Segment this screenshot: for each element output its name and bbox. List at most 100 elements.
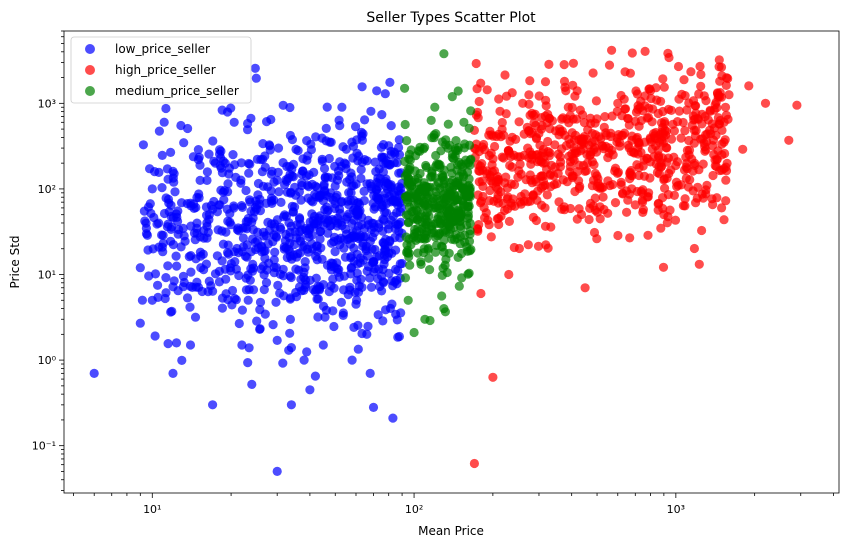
scatter-point [168,368,178,378]
scatter-point [268,237,278,247]
y-axis-label: Price Std [8,235,22,288]
scatter-point [437,291,447,301]
scatter-point [465,246,475,256]
scatter-point [287,135,297,145]
scatter-point [154,218,164,228]
scatter-point [589,227,600,238]
scatter-point [335,208,345,219]
scatter-point [715,88,725,98]
scatter-point [518,98,528,108]
scatter-point [617,111,627,121]
scatter-point [246,264,256,274]
scatter-point [173,229,183,239]
scatter-point [632,132,643,143]
scatter-point [268,320,278,330]
scatter-point [551,126,561,136]
scatter-point [363,321,373,331]
scatter-point [439,247,449,257]
scatter-point [515,197,525,207]
scatter-point [302,347,312,357]
legend: low_price_seller high_price_seller mediu… [70,36,252,104]
scatter-point [357,82,367,92]
scatter-point [255,297,266,307]
scatter-point [371,167,381,177]
scatter-point [416,259,426,269]
scatter-point [396,308,406,318]
scatter-point [273,280,283,290]
scatter-point [463,158,474,168]
scatter-point [273,143,284,153]
scatter-point [186,267,196,277]
scatter-point [229,117,239,127]
scatter-point [260,309,270,319]
scatter-point [242,240,252,250]
scatter-point [192,223,202,233]
scatter-point [604,60,615,70]
scatter-point [607,111,617,121]
scatter-point [474,166,484,176]
scatter-point [464,180,474,191]
scatter-point [584,214,594,225]
scatter-point [328,306,338,316]
scatter-point [670,215,681,225]
scatter-point [632,160,642,170]
scatter-point [342,177,352,187]
scatter-point [689,243,700,254]
scatter-point [679,75,689,85]
scatter-point [717,165,727,175]
scatter-point [219,195,229,205]
scatter-point [424,211,434,221]
scatter-point [660,183,670,193]
scatter-point [318,340,328,350]
scatter-point [217,303,227,313]
scatter-point [564,134,574,144]
scatter-point [220,158,230,168]
scatter-point [234,248,244,258]
scatter-point [391,264,401,274]
scatter-point [697,225,707,236]
scatter-point [267,193,277,203]
scatter-point [370,157,380,167]
scatter-point [400,119,410,130]
scatter-point [506,198,516,208]
scatter-point [691,125,701,136]
scatter-point [334,115,344,125]
scatter-point [392,158,402,168]
scatter-point [314,284,324,294]
scatter-point [572,86,582,96]
scatter-point [222,204,232,214]
scatter-point [559,60,569,70]
scatter-point [645,86,656,96]
scatter-point [618,189,628,199]
scatter-point [348,205,359,215]
scatter-point [439,49,449,59]
scatter-point [500,70,510,80]
scatter-point [476,288,486,299]
scatter-point [271,262,282,273]
scatter-point [526,159,536,169]
scatter-point [212,207,222,217]
legend-label-low: low_price_seller [115,42,210,56]
scatter-point [491,182,501,192]
y-axis: 10⁻¹ 10⁰ 10¹ 10² 10³ [32,30,64,491]
scatter-point [376,142,386,152]
scatter-point [371,252,382,262]
scatter-point [307,230,317,240]
scatter-point [248,285,259,295]
scatter-point [376,271,387,281]
scatter-point [659,82,669,92]
scatter-point [204,149,214,159]
scatter-point [338,308,348,318]
scatter-point [416,209,426,219]
scatter-point [270,247,280,257]
scatter-point [303,193,313,203]
scatter-point [280,236,290,246]
scatter-point [240,222,250,232]
scatter-point [760,98,771,108]
scatter-point [456,189,466,199]
scatter-point [413,223,423,233]
scatter-point [321,123,331,133]
scatter-point [243,295,253,305]
scatter-point [543,136,553,147]
